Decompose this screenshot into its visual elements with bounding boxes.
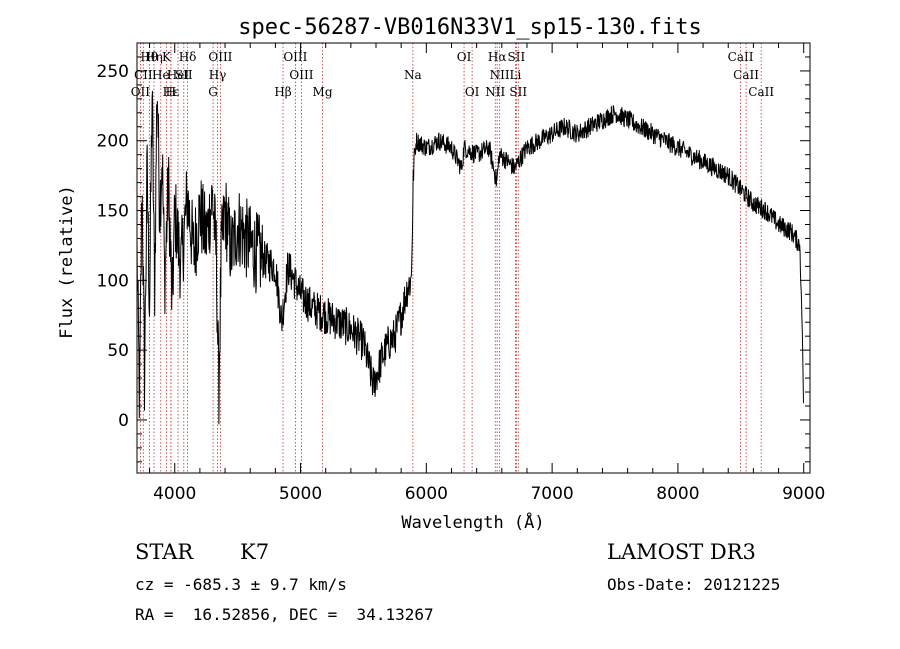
- line-label-3: Hδ: [179, 50, 197, 64]
- observation-date: Obs-Date: 20121225: [607, 575, 781, 594]
- x-tick-label-2: 6000: [405, 484, 448, 504]
- line-label-27: NII: [485, 85, 505, 99]
- x-axis-ticks: 4000 5000 6000 7000 8000 9000: [149, 43, 825, 504]
- y-axis-ticks: 0 50 100 150 200 250: [97, 56, 810, 463]
- x-tick-label-0: 4000: [153, 484, 196, 504]
- line-label-20: OII: [131, 85, 151, 99]
- spectrum-chart: spec-56287-VB016N33V1_sp15-130.fits HθHη…: [57, 15, 825, 533]
- object-subclass: K7: [240, 540, 270, 564]
- chart-title: spec-56287-VB016N33V1_sp15-130.fits: [238, 15, 702, 40]
- line-label-28: SII: [509, 85, 527, 99]
- x-tick-label-5: 9000: [782, 484, 825, 504]
- line-label-16: Na: [404, 68, 422, 82]
- line-label-7: Hα: [488, 50, 507, 64]
- line-label-4: OIII: [208, 50, 232, 64]
- spectrum-line: [136, 90, 804, 425]
- line-label-10: CII: [134, 68, 153, 82]
- line-label-15: OIII: [289, 68, 313, 82]
- line-label-6: OI: [457, 50, 472, 64]
- x-tick-label-4: 8000: [656, 484, 699, 504]
- y-tick-label-1: 50: [107, 341, 129, 361]
- line-label-23: G: [208, 85, 218, 99]
- line-label-5: OIII: [283, 50, 307, 64]
- y-tick-label-2: 100: [97, 271, 129, 291]
- line-label-9: CaII: [728, 50, 754, 64]
- x-tick-label-1: 5000: [279, 484, 322, 504]
- line-label-11: He: [152, 68, 170, 82]
- line-label-8: SII: [508, 50, 526, 64]
- survey-name: LAMOST DR3: [607, 540, 756, 564]
- object-class: STAR: [135, 540, 194, 564]
- line-label-2: K: [162, 50, 172, 64]
- x-tick-label-3: 7000: [530, 484, 573, 504]
- y-tick-label-4: 200: [97, 132, 129, 152]
- line-label-29: CaII: [748, 85, 774, 99]
- y-tick-label-0: 0: [118, 411, 129, 431]
- line-label-22: H: [166, 85, 176, 99]
- ra-dec-coordinates: RA = 16.52856, DEC = 34.13267: [135, 605, 434, 624]
- redshift-velocity: cz = -685.3 ± 9.7 km/s: [135, 575, 347, 594]
- line-label-19: CaII: [733, 68, 759, 82]
- line-label-25: Mg: [313, 85, 333, 99]
- y-tick-label-5: 250: [97, 62, 129, 82]
- plot-frame: [136, 42, 811, 474]
- x-axis-label: Wavelength (Å): [401, 511, 544, 533]
- line-label-17: NII: [490, 68, 510, 82]
- line-label-18: Li: [509, 68, 521, 82]
- line-label-26: OI: [465, 85, 480, 99]
- line-label-24: Hβ: [274, 85, 291, 99]
- line-label-1: Hη: [145, 50, 163, 64]
- line-label-13: SII: [175, 68, 193, 82]
- y-axis-label: Flux (relative): [57, 185, 77, 339]
- line-label-14: Hγ: [209, 68, 227, 82]
- y-tick-label-3: 150: [97, 202, 129, 222]
